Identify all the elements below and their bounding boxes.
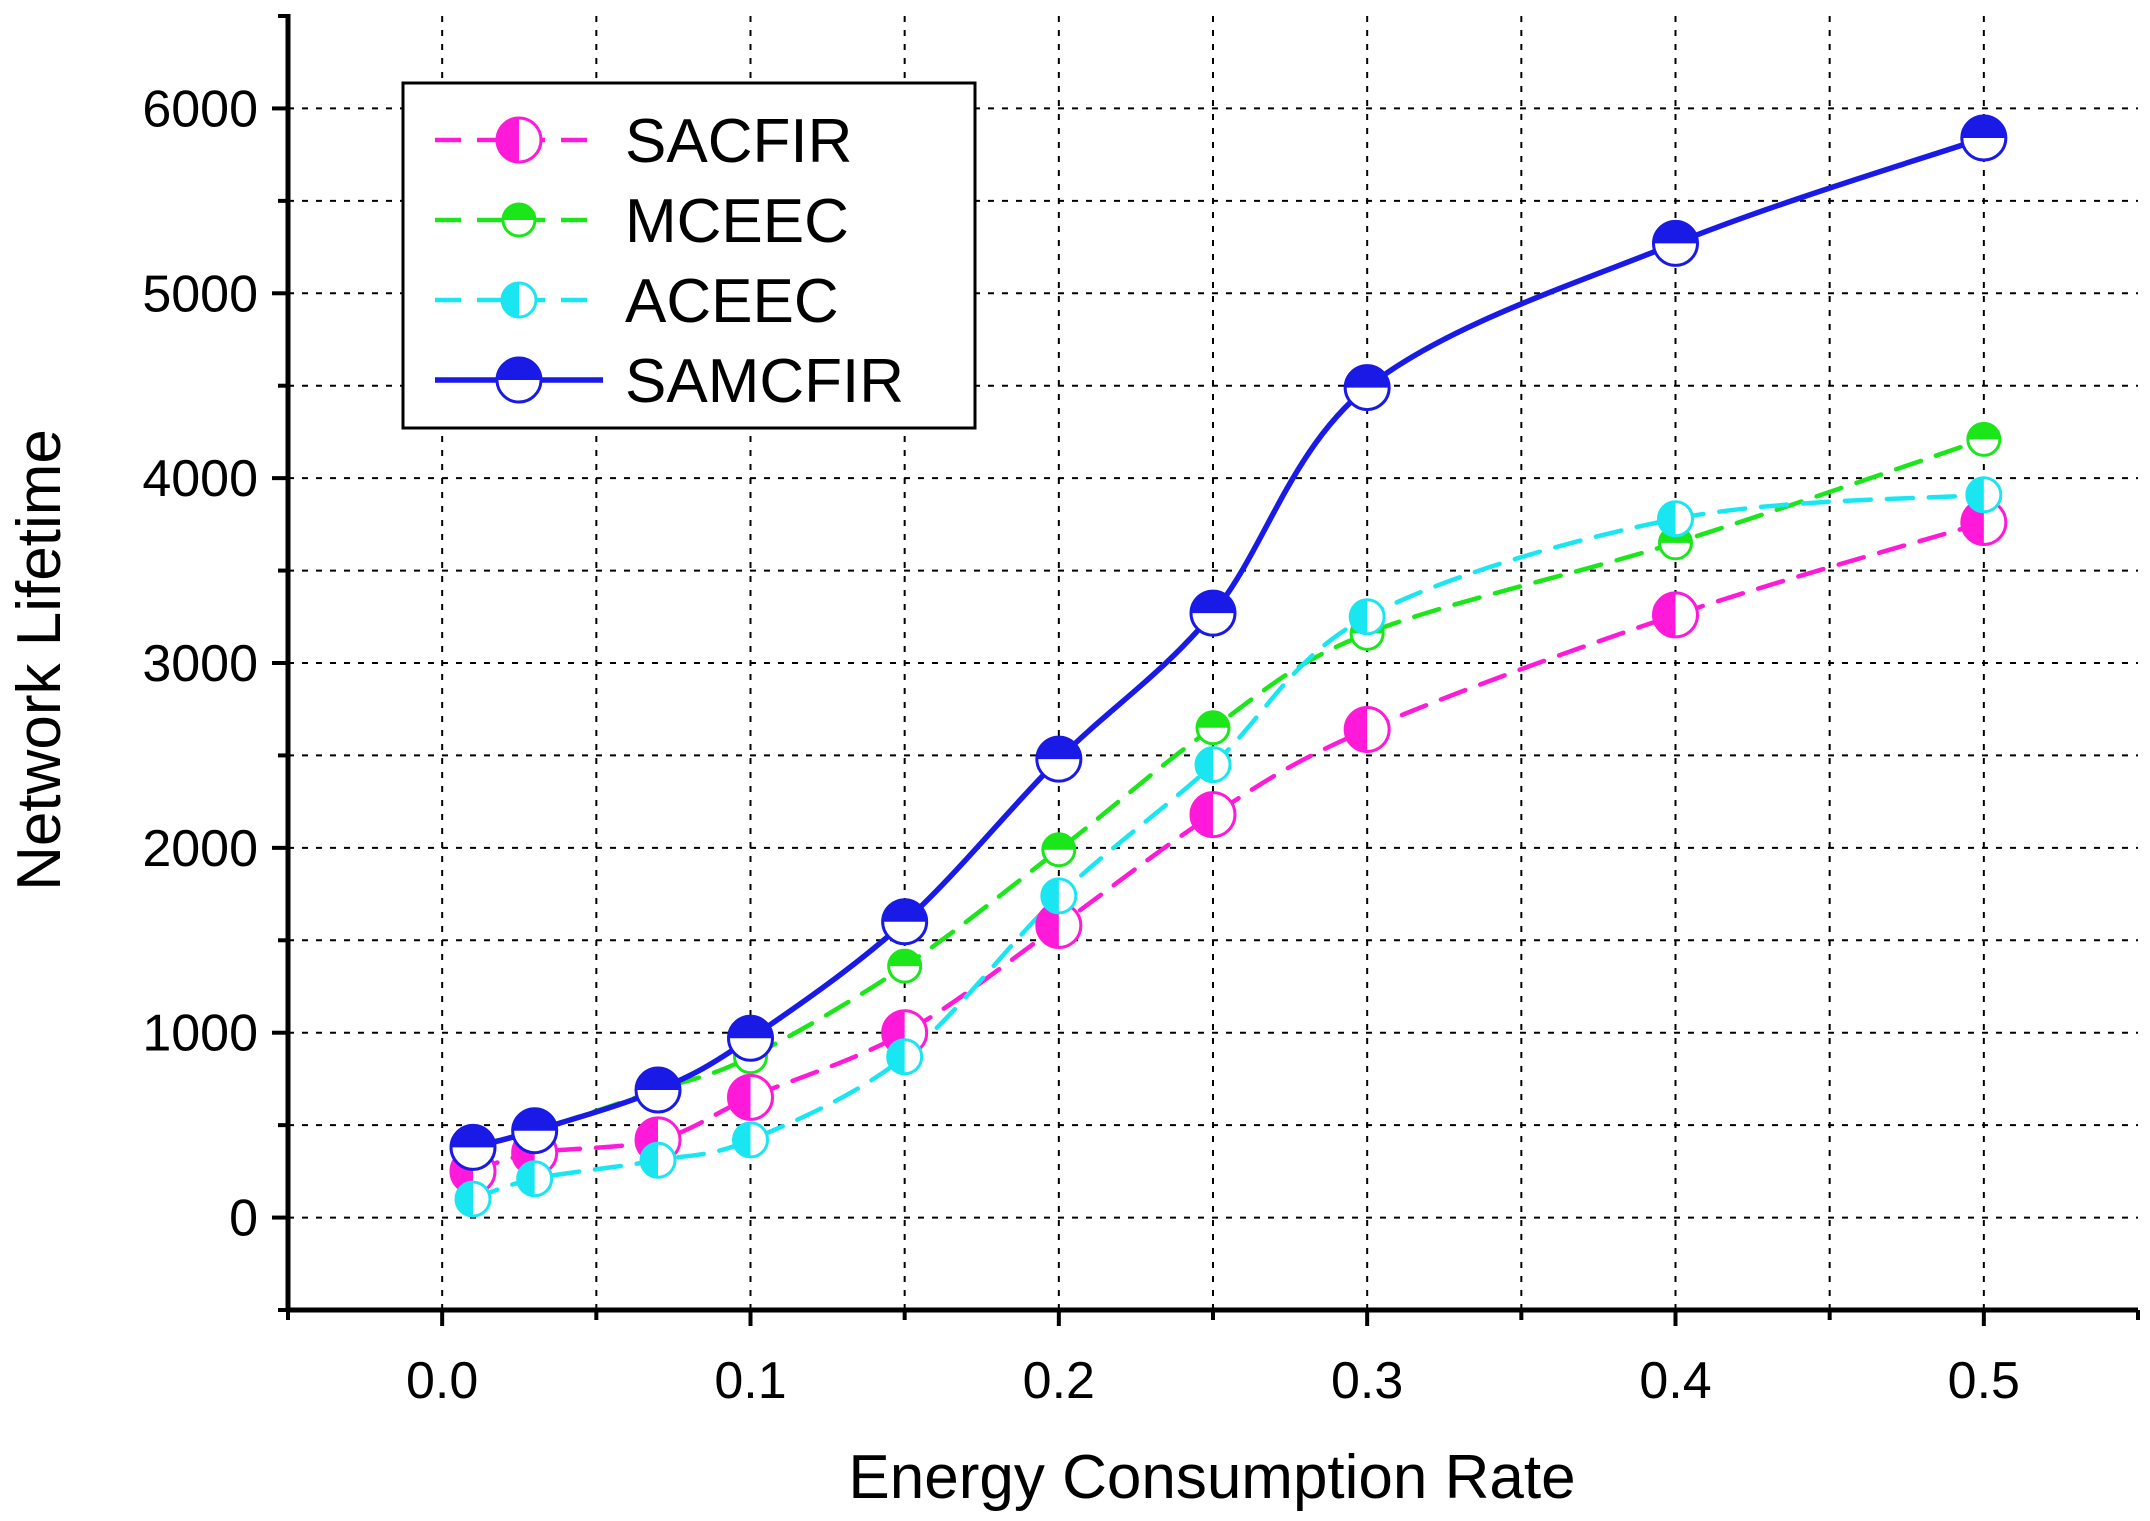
marker-fill (1197, 711, 1229, 728)
legend-label: SAMCFIR (625, 347, 904, 416)
y-tick-label: 5000 (142, 265, 258, 323)
marker-fill (1191, 591, 1235, 614)
marker-fill (503, 204, 535, 220)
marker-fill (456, 1182, 473, 1217)
legend-label: MCEEC (625, 187, 849, 256)
legend: SACFIR MCEEC ACEEC SAMCFIR (401, 81, 977, 430)
data-point-samcfir (881, 898, 929, 946)
data-point-aceec (1040, 877, 1078, 915)
marker-fill (1658, 501, 1676, 536)
marker-fill (497, 358, 541, 380)
data-point-aceec (732, 1121, 769, 1159)
y-tick-label: 1000 (142, 1005, 258, 1063)
marker-fill (1036, 903, 1059, 948)
marker-fill (1653, 592, 1676, 637)
marker-fill (1961, 116, 2006, 139)
data-point-aceec (886, 1038, 924, 1076)
marker-fill (728, 1016, 773, 1039)
data-point-sacfir (1035, 901, 1083, 949)
x-tick-label: 0.1 (714, 1352, 786, 1410)
data-point-mceec (1966, 421, 2002, 457)
x-tick-label: 0.3 (1331, 1352, 1403, 1410)
y-tick-label: 3000 (142, 635, 258, 693)
data-point-samcfir (1189, 589, 1237, 637)
y-tick-label: 0 (229, 1190, 258, 1248)
data-point-aceec (1194, 746, 1232, 784)
legend-marker (495, 356, 543, 404)
data-point-samcfir (1960, 114, 2008, 162)
y-tick-label: 6000 (142, 80, 258, 138)
legend-label: SACFIR (625, 107, 852, 176)
marker-fill (517, 1161, 535, 1196)
marker-fill (1653, 221, 1698, 244)
data-point-samcfir (511, 1107, 559, 1155)
marker-fill (641, 1143, 658, 1178)
marker-fill (1036, 737, 1081, 760)
legend-item-aceec: ACEEC (435, 267, 839, 336)
data-point-aceec (1348, 598, 1386, 636)
marker-fill (502, 283, 519, 317)
data-point-aceec (639, 1141, 677, 1179)
data-point-aceec (1965, 476, 2003, 514)
data-point-samcfir (634, 1066, 682, 1114)
marker-fill (733, 1122, 751, 1157)
marker-fill (497, 118, 519, 162)
marker-fill (887, 1039, 905, 1074)
legend-item-sacfir: SACFIR (435, 107, 852, 176)
data-point-aceec (516, 1160, 554, 1198)
legend-item-samcfir: SAMCFIR (435, 347, 904, 416)
marker-fill (1967, 423, 2000, 440)
data-point-mceec (887, 948, 923, 984)
marker-fill (1196, 747, 1213, 782)
marker-fill (882, 899, 927, 922)
x-tick-label: 0.0 (406, 1352, 478, 1410)
legend-label: ACEEC (625, 267, 839, 336)
marker-fill (1350, 599, 1368, 634)
marker-fill (636, 1068, 680, 1091)
marker-fill (1191, 792, 1213, 837)
data-point-samcfir (1035, 735, 1083, 783)
data-point-mceec (1041, 832, 1077, 868)
marker-fill (1966, 477, 1984, 512)
data-point-sacfir (1189, 791, 1237, 839)
y-tick-label: 2000 (142, 820, 258, 878)
x-tick-label: 0.4 (1639, 1352, 1711, 1410)
x-tick-label: 0.2 (1023, 1352, 1095, 1410)
marker-fill (1041, 878, 1059, 913)
data-point-aceec (454, 1180, 492, 1218)
legend-marker (500, 281, 538, 319)
data-point-samcfir (1343, 364, 1391, 412)
data-point-samcfir (449, 1123, 497, 1171)
y-tick-label: 4000 (142, 450, 258, 508)
marker-fill (888, 950, 921, 967)
y-axis-title: Network Lifetime (5, 429, 74, 891)
marker-fill (1345, 365, 1390, 388)
data-point-samcfir (1652, 219, 1699, 267)
marker-fill (451, 1125, 495, 1148)
marker-fill (1345, 707, 1368, 752)
legend-item-mceec: MCEEC (435, 187, 849, 256)
marker-fill (512, 1108, 557, 1131)
data-point-aceec (1657, 500, 1694, 538)
legend-marker (501, 202, 537, 238)
data-point-samcfir (727, 1014, 774, 1062)
data-point-sacfir (727, 1073, 774, 1121)
series-layer (449, 114, 2008, 1218)
legend-marker (495, 116, 543, 164)
data-point-sacfir (1652, 591, 1699, 639)
marker-fill (728, 1075, 751, 1120)
tick-layer: 0 1000 2000 3000 4000 5000 6000 0.0 0.1 0.2 0.3 0.4… (142, 14, 2140, 1410)
data-point-sacfir (1343, 706, 1391, 754)
marker-fill (1042, 833, 1075, 850)
x-tick-label: 0.5 (1948, 1352, 2020, 1410)
x-axis-title: Energy Consumption Rate (848, 1443, 1575, 1512)
data-point-mceec (1195, 710, 1231, 746)
